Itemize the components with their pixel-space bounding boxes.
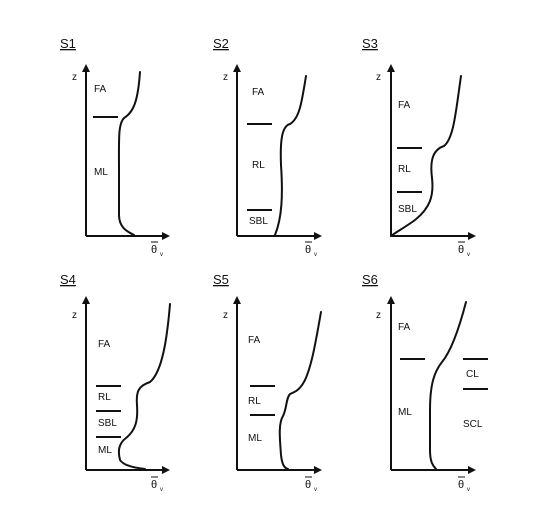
svg-text:θ: θ	[458, 479, 464, 491]
panel-title: S5	[213, 272, 229, 287]
theta-axis-label: θ v	[458, 476, 470, 493]
layer-label: FA	[252, 87, 265, 98]
layer-label: RL	[248, 396, 261, 407]
layer-label: CL	[466, 369, 479, 380]
z-axis-label: z	[223, 310, 228, 321]
layer-label: ML	[98, 445, 112, 456]
theta-profile-curve	[117, 303, 171, 470]
z-axis-label: z	[223, 72, 228, 83]
layer-label: FA	[98, 339, 111, 350]
theta-profile-curve	[274, 75, 307, 236]
panel-s1: S1 z θ v FA ML	[60, 36, 170, 258]
layer-label: FA	[398, 322, 411, 333]
panel-s2: S2 z θ v FA RL SBL	[213, 36, 322, 258]
svg-text:θ: θ	[151, 244, 157, 256]
svg-text:v: v	[160, 487, 163, 493]
layer-label: RL	[398, 164, 411, 175]
theta-axis-label: θ v	[151, 241, 163, 258]
z-axis-label: z	[376, 310, 381, 321]
panel-s4: S4 z θ v FA RL SBL ML	[60, 272, 171, 493]
panel-title: S4	[60, 272, 76, 287]
layer-label: ML	[398, 407, 412, 418]
layer-label: ML	[94, 167, 108, 178]
panel-title: S1	[60, 36, 76, 51]
layer-label: SCL	[463, 419, 483, 430]
layer-label: FA	[398, 100, 411, 111]
layer-label: FA	[94, 84, 107, 95]
svg-text:v: v	[314, 252, 317, 258]
layer-label: ML	[248, 433, 262, 444]
svg-text:v: v	[160, 252, 163, 258]
svg-text:θ: θ	[305, 479, 311, 491]
panel-title: S6	[362, 272, 378, 287]
z-axis-label: z	[72, 310, 77, 321]
panel-title: S2	[213, 36, 229, 51]
z-axis-label: z	[72, 72, 77, 83]
z-axis-label: z	[376, 72, 381, 83]
layer-label: SBL	[98, 418, 117, 429]
panel-s5: S5 z θ v FA RL ML	[213, 272, 322, 493]
theta-profile-curve	[429, 301, 467, 470]
theta-axis-label: θ v	[458, 241, 470, 258]
svg-text:θ: θ	[458, 244, 464, 256]
theta-axis-label: θ v	[305, 476, 317, 493]
theta-axis-label: θ v	[305, 241, 317, 258]
layer-label: FA	[248, 335, 261, 346]
panel-s3: S3 z θ v FA RL SBL	[362, 36, 476, 258]
panel-title: S3	[362, 36, 378, 51]
svg-text:θ: θ	[151, 479, 157, 491]
svg-text:v: v	[467, 487, 470, 493]
svg-text:θ: θ	[305, 244, 311, 256]
theta-profile-curve	[278, 311, 322, 470]
layer-label: RL	[98, 392, 111, 403]
panel-s6: S6 z θ v FA ML CL SCL	[362, 272, 488, 493]
theta-axis-label: θ v	[151, 476, 163, 493]
layer-label: SBL	[398, 204, 417, 215]
theta-profile-curve	[117, 71, 141, 236]
layer-label: RL	[252, 160, 265, 171]
theta-profile-curve	[390, 75, 462, 237]
layer-label: SBL	[249, 216, 268, 227]
svg-text:v: v	[314, 487, 317, 493]
svg-text:v: v	[467, 252, 470, 258]
